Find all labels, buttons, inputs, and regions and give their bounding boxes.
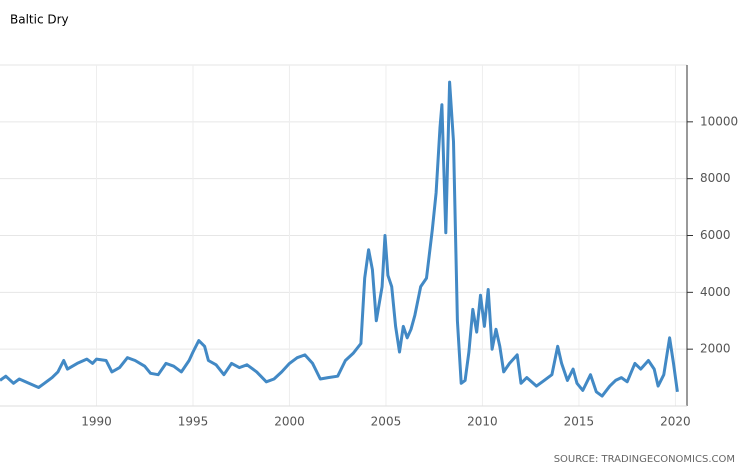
- y-tick-label: 4000: [700, 285, 731, 299]
- x-tick-label: 2015: [564, 415, 595, 429]
- chart-title: Baltic Dry: [10, 13, 69, 27]
- y-tick-label: 6000: [700, 228, 731, 242]
- x-tick-label: 1990: [81, 415, 112, 429]
- x-tick-label: 2020: [660, 415, 691, 429]
- source: SOURCE: TRADINGECONOMICS.COM: [554, 454, 735, 465]
- x-tick-label: 2005: [371, 415, 402, 429]
- y-tick-label: 10000: [700, 114, 738, 128]
- y-tick-label: 2000: [700, 342, 731, 356]
- x-tick-label: 2000: [274, 415, 305, 429]
- x-tick-label: 2010: [467, 415, 498, 429]
- y-tick-label: 8000: [700, 171, 731, 185]
- x-tick-label: 1995: [178, 415, 209, 429]
- data-line: [0, 80, 679, 398]
